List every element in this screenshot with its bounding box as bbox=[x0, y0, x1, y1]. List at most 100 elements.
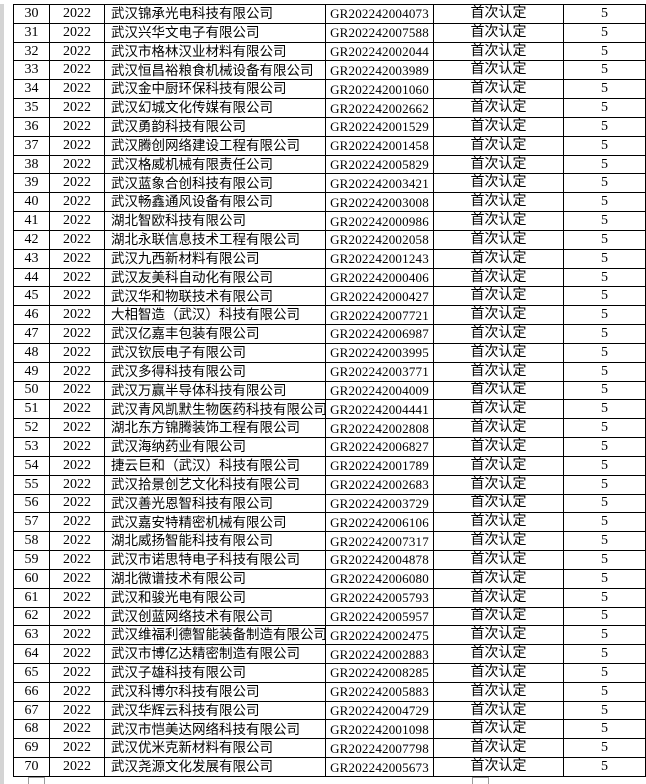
table-row: 62 2022 武汉创蓝网络技术有限公司 GR202242005957 首次认定 5 bbox=[13, 606, 646, 627]
cert-number-cell: GR202242004073 bbox=[325, 4, 434, 24]
cert-number-cell: GR202242002058 bbox=[325, 229, 434, 250]
cert-number-cell: GR202242003729 bbox=[325, 493, 434, 514]
table-row: 54 2022 捷云巨和（武汉）科技有限公司 GR202242001789 首次认定 5 bbox=[13, 455, 646, 476]
row-number-cell: 39 bbox=[13, 173, 50, 194]
table-row: 61 2022 武汉和骏光电有限公司 GR202242005793 首次认定 5 bbox=[13, 587, 646, 608]
year-cell: 2022 bbox=[49, 493, 105, 514]
table-row: 47 2022 武汉亿嘉丰包装有限公司 GR202242006987 首次认定 5 bbox=[13, 324, 646, 344]
company-name-cell: 武汉市博亿达精密制造有限公司 bbox=[104, 644, 326, 664]
year-cell: 2022 bbox=[49, 154, 105, 175]
company-name-cell: 湖北微谱技术有限公司 bbox=[104, 568, 326, 589]
cert-number-cell: GR202242005957 bbox=[325, 606, 434, 627]
table-row: 58 2022 湖北威扬智能科技有限公司 GR202242007317 首次认定 5 bbox=[13, 531, 646, 552]
row-number-cell: 46 bbox=[13, 305, 50, 326]
cert-number-cell: GR202242000406 bbox=[325, 267, 434, 288]
cert-number-cell: GR202242002808 bbox=[325, 418, 434, 439]
year-cell: 2022 bbox=[49, 79, 105, 100]
year-cell: 2022 bbox=[49, 286, 105, 307]
cert-number-cell: GR202242007317 bbox=[325, 531, 434, 552]
table-row: 50 2022 武汉万赢半导体科技有限公司 GR202242004009 首次认定 5 bbox=[13, 380, 646, 401]
recognition-type-cell: 首次认定 bbox=[433, 531, 564, 552]
company-name-cell: 湖北威扬智能科技有限公司 bbox=[104, 531, 326, 552]
recognition-type-cell: 首次认定 bbox=[433, 211, 564, 231]
year-cell: 2022 bbox=[49, 41, 105, 62]
year-cell: 2022 bbox=[49, 738, 105, 759]
validity-period-cell: 5 bbox=[563, 60, 646, 81]
recognition-type-cell: 首次认定 bbox=[433, 98, 564, 118]
recognition-type-cell: 首次认定 bbox=[433, 681, 564, 702]
company-name-cell: 捷云巨和（武汉）科技有限公司 bbox=[104, 455, 326, 476]
year-cell: 2022 bbox=[49, 361, 105, 382]
recognition-type-cell: 首次认定 bbox=[433, 324, 564, 344]
year-cell: 2022 bbox=[49, 229, 105, 250]
year-cell: 2022 bbox=[49, 4, 105, 24]
validity-period-cell: 5 bbox=[563, 286, 646, 307]
cert-number-cell: GR202242007588 bbox=[325, 22, 434, 43]
table-row: 55 2022 武汉拾景创艺文化科技有限公司 GR202242002683 首次认定 5 bbox=[13, 474, 646, 495]
year-cell: 2022 bbox=[49, 305, 105, 326]
cert-number-cell: GR202242008285 bbox=[325, 662, 434, 683]
recognition-type-cell: 首次认定 bbox=[433, 719, 564, 740]
year-cell: 2022 bbox=[49, 342, 105, 363]
cert-number-cell: GR202242005829 bbox=[325, 154, 434, 175]
company-name-cell: 武汉恒昌裕粮食机械设备有限公司 bbox=[104, 60, 326, 81]
year-cell: 2022 bbox=[49, 587, 105, 608]
row-number-cell: 64 bbox=[13, 644, 50, 664]
table-row: 51 2022 武汉青风凯默生物医药科技有限公司 GR202242004441 首次认定… bbox=[13, 399, 646, 420]
row-number-cell: 38 bbox=[13, 154, 50, 175]
cert-number-cell: GR202242003008 bbox=[325, 192, 434, 213]
validity-period-cell: 5 bbox=[563, 267, 646, 288]
row-number-cell: 60 bbox=[13, 568, 50, 589]
recognition-type-cell: 首次认定 bbox=[433, 60, 564, 81]
cert-number-cell: GR202242006987 bbox=[325, 324, 434, 344]
table-row: 63 2022 武汉维福利德智能装备制造有限公司 GR202242002475 首次认定… bbox=[13, 625, 646, 646]
recognition-type-cell: 首次认定 bbox=[433, 286, 564, 307]
cert-number-cell: GR202242005673 bbox=[325, 757, 434, 777]
recognition-type-cell: 首次认定 bbox=[433, 625, 564, 646]
validity-period-cell: 5 bbox=[563, 211, 646, 231]
company-name-cell: 武汉畅鑫通风设备有限公司 bbox=[104, 192, 326, 213]
table-row: 37 2022 武汉腾创网络建设工程有限公司 GR202242001458 首次认定 5 bbox=[13, 135, 646, 156]
validity-period-cell: 5 bbox=[563, 625, 646, 646]
validity-period-cell: 5 bbox=[563, 738, 646, 759]
company-name-cell: 武汉优米克新材料有限公司 bbox=[104, 738, 326, 759]
recognition-type-cell: 首次认定 bbox=[433, 550, 564, 570]
row-number-cell: 51 bbox=[13, 399, 50, 420]
company-name-cell: 武汉拾景创艺文化科技有限公司 bbox=[104, 474, 326, 495]
validity-period-cell: 5 bbox=[563, 154, 646, 175]
row-number-cell: 37 bbox=[13, 135, 50, 156]
row-number-cell: 47 bbox=[13, 324, 50, 344]
validity-period-cell: 5 bbox=[563, 681, 646, 702]
row-number-cell: 69 bbox=[13, 738, 50, 759]
cell-handle-right bbox=[472, 777, 489, 784]
company-name-cell: 武汉腾创网络建设工程有限公司 bbox=[104, 135, 326, 156]
row-number-cell: 50 bbox=[13, 380, 50, 401]
company-name-cell: 武汉嘉安特精密机械有限公司 bbox=[104, 512, 326, 533]
row-number-cell: 49 bbox=[13, 361, 50, 382]
recognition-type-cell: 首次认定 bbox=[433, 267, 564, 288]
year-cell: 2022 bbox=[49, 267, 105, 288]
year-cell: 2022 bbox=[49, 135, 105, 156]
table-row: 42 2022 湖北永联信息技术工程有限公司 GR202242002058 首次认定 5 bbox=[13, 229, 646, 250]
cert-number-cell: GR202242004441 bbox=[325, 399, 434, 420]
year-cell: 2022 bbox=[49, 22, 105, 43]
row-number-cell: 48 bbox=[13, 342, 50, 363]
cert-number-cell: GR202242006106 bbox=[325, 512, 434, 533]
year-cell: 2022 bbox=[49, 399, 105, 420]
row-number-cell: 65 bbox=[13, 662, 50, 683]
cell-handle-left bbox=[28, 777, 45, 784]
validity-period-cell: 5 bbox=[563, 41, 646, 62]
company-name-cell: 湖北永联信息技术工程有限公司 bbox=[104, 229, 326, 250]
validity-period-cell: 5 bbox=[563, 493, 646, 514]
cert-number-cell: GR202242001789 bbox=[325, 455, 434, 476]
row-number-cell: 31 bbox=[13, 22, 50, 43]
table-row: 30 2022 武汉锦承光电科技有限公司 GR202242004073 首次认定 5 bbox=[13, 4, 646, 24]
validity-period-cell: 5 bbox=[563, 173, 646, 194]
validity-period-cell: 5 bbox=[563, 418, 646, 439]
certification-table-body: 30 2022 武汉锦承光电科技有限公司 GR202242004073 首次认定 5 31 2… bbox=[13, 4, 646, 777]
year-cell: 2022 bbox=[49, 98, 105, 118]
row-number-cell: 32 bbox=[13, 41, 50, 62]
validity-period-cell: 5 bbox=[563, 305, 646, 326]
cert-number-cell: GR202242006827 bbox=[325, 437, 434, 457]
row-number-cell: 42 bbox=[13, 229, 50, 250]
